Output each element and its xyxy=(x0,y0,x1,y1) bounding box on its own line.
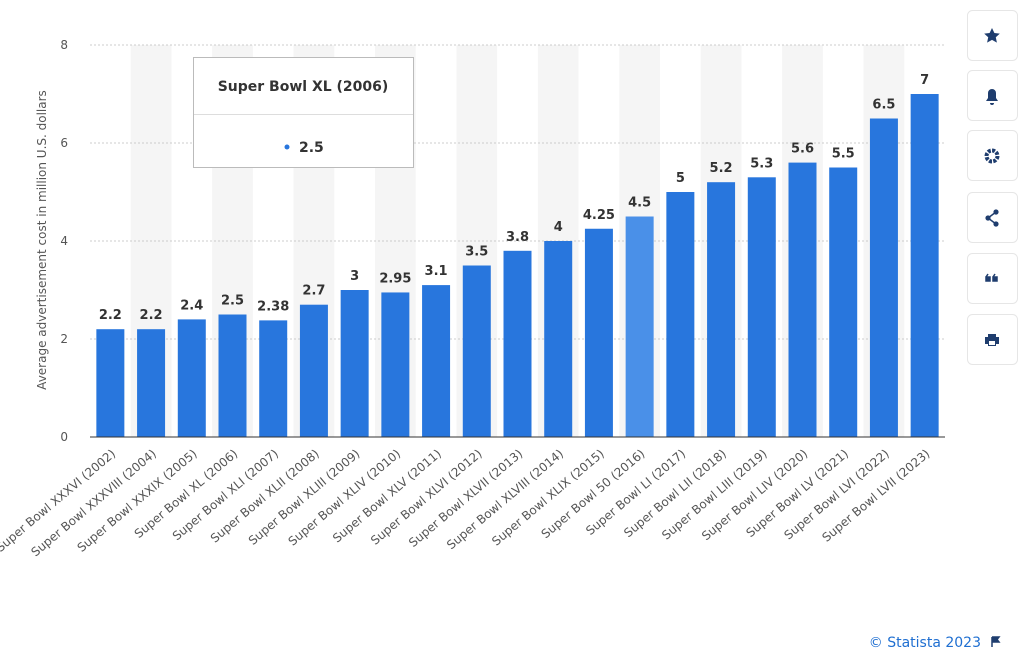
tooltip-title: Super Bowl XL (2006) xyxy=(218,79,389,95)
footer: © Statista 2023 xyxy=(869,635,981,651)
bar xyxy=(829,167,858,437)
value-label: 5 xyxy=(676,171,685,186)
bar xyxy=(137,329,166,437)
favorite-button[interactable] xyxy=(967,10,1018,61)
bar xyxy=(218,314,247,437)
tooltip-dot xyxy=(284,144,290,150)
notification-button[interactable] xyxy=(967,70,1018,121)
bar xyxy=(340,290,369,437)
cite-button[interactable] xyxy=(967,253,1018,304)
value-label: 2.7 xyxy=(302,284,325,299)
share-button[interactable] xyxy=(967,192,1018,243)
value-label: 5.6 xyxy=(791,142,814,157)
y-tick-label: 0 xyxy=(60,430,68,444)
y-tick-label: 6 xyxy=(60,136,68,150)
value-label: 2.4 xyxy=(180,298,203,313)
bar xyxy=(259,320,288,437)
value-label: 4.5 xyxy=(628,196,651,211)
tooltip-value: 2.5 xyxy=(299,140,324,156)
value-label: 7 xyxy=(920,73,929,88)
bar xyxy=(462,265,491,437)
y-tick-label: 8 xyxy=(60,38,68,52)
settings-button[interactable] xyxy=(967,130,1018,181)
toolbar xyxy=(967,10,1018,365)
value-label: 3.1 xyxy=(425,264,448,279)
value-label: 2.2 xyxy=(140,308,163,323)
y-axis-title: Average advertisement cost in million U.… xyxy=(35,90,49,390)
print-button[interactable] xyxy=(967,314,1018,365)
bar xyxy=(96,329,125,437)
value-label: 2.2 xyxy=(99,308,122,323)
value-label: 5.2 xyxy=(710,161,733,176)
value-label: 5.5 xyxy=(832,147,855,162)
value-label: 4.25 xyxy=(583,208,615,223)
value-label: 2.38 xyxy=(257,299,289,314)
tooltip-box xyxy=(193,57,414,168)
bar xyxy=(869,118,898,437)
value-label: 3 xyxy=(350,269,359,284)
bar xyxy=(788,162,817,437)
value-label: 3.8 xyxy=(506,230,529,245)
value-label: 4 xyxy=(554,220,563,235)
value-label: 2.95 xyxy=(379,271,411,286)
bar xyxy=(422,285,451,437)
bar xyxy=(381,292,410,437)
value-label: 2.5 xyxy=(221,294,244,309)
y-tick-label: 2 xyxy=(60,332,68,346)
bar xyxy=(910,94,939,437)
bar xyxy=(707,182,736,437)
bar xyxy=(584,228,613,437)
value-label: 3.5 xyxy=(465,245,488,260)
bar xyxy=(747,177,776,438)
bar xyxy=(666,192,695,437)
value-label: 5.3 xyxy=(750,156,773,171)
value-label: 6.5 xyxy=(872,98,895,113)
y-tick-label: 4 xyxy=(60,234,68,248)
bar xyxy=(299,304,328,437)
bar xyxy=(625,216,654,437)
bar xyxy=(544,241,573,437)
bar xyxy=(503,250,532,437)
bar xyxy=(177,319,206,437)
tooltip: Super Bowl XL (2006) 2.5 xyxy=(193,57,414,168)
flag-icon[interactable] xyxy=(991,636,1001,647)
